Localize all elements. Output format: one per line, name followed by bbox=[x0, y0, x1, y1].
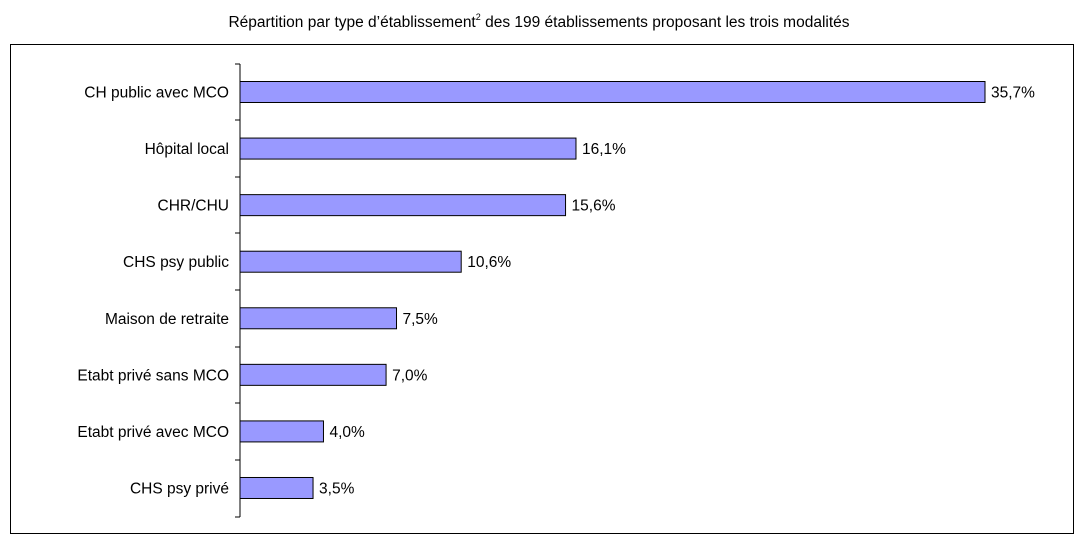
category-label: Etabt privé sans MCO bbox=[77, 367, 229, 384]
value-label: 35,7% bbox=[991, 85, 1035, 102]
chart-title-rest: des 199 établissements proposant les tro… bbox=[480, 14, 850, 31]
category-label: CHS psy public bbox=[123, 254, 229, 271]
category-label: Maison de retraite bbox=[105, 311, 229, 328]
bar bbox=[239, 363, 387, 386]
bar bbox=[239, 250, 462, 273]
chart-title-main: Répartition par type d’établissement bbox=[228, 14, 476, 31]
value-label: 7,5% bbox=[403, 311, 439, 328]
bar bbox=[239, 307, 398, 330]
bar bbox=[239, 420, 324, 443]
value-label: 3,5% bbox=[319, 480, 355, 497]
bar bbox=[239, 194, 567, 217]
chart-title-footnote: 2 bbox=[475, 12, 481, 22]
value-label: 4,0% bbox=[329, 424, 365, 441]
category-label: CHS psy privé bbox=[130, 480, 229, 497]
value-label: 7,0% bbox=[392, 367, 428, 384]
chart-title: Répartition par type d’établissement2 de… bbox=[0, 12, 1078, 32]
bar bbox=[239, 81, 986, 103]
category-label: Etabt privé avec MCO bbox=[77, 424, 229, 441]
value-label: 16,1% bbox=[582, 141, 626, 158]
bar bbox=[239, 137, 577, 160]
value-label: 10,6% bbox=[467, 254, 511, 271]
bar bbox=[239, 476, 314, 499]
category-label: Hôpital local bbox=[145, 141, 229, 158]
value-label: 15,6% bbox=[572, 198, 616, 215]
category-label: CH public avec MCO bbox=[84, 85, 229, 102]
category-label: CHR/CHU bbox=[158, 198, 229, 215]
